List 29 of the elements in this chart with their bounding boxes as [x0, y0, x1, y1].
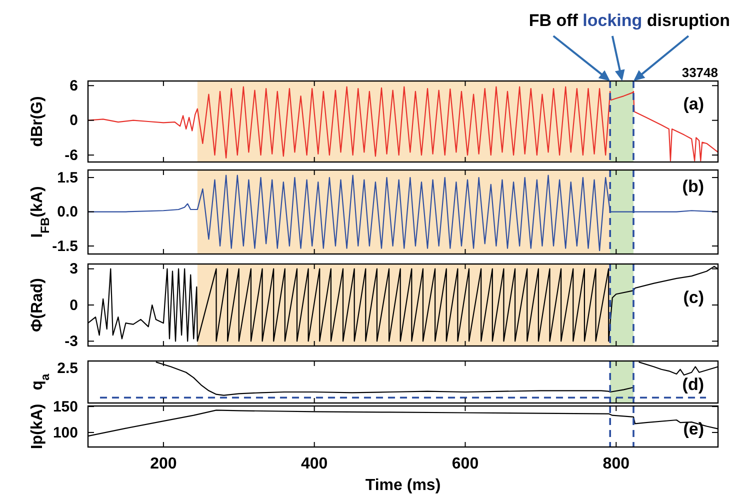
chart-subtitle: 33748: [682, 65, 718, 80]
y-tick-label: 6: [70, 77, 78, 94]
y-tick-label: 100: [52, 424, 78, 442]
y-tick-label: 0.0: [57, 204, 78, 221]
annotation: (e): [683, 420, 704, 438]
y-axis-title: dBr(G): [29, 96, 46, 147]
annotation: (a): [683, 94, 704, 114]
x-tick-label: 400: [300, 455, 328, 472]
x-tick-label: 800: [602, 455, 630, 472]
annotation: (d): [682, 375, 704, 394]
y-tick-label: 150: [52, 398, 78, 416]
annotation: locking: [578, 11, 642, 30]
y-tick-label: 3: [70, 260, 78, 278]
annotation: (b): [682, 177, 704, 196]
text: 2.5: [57, 360, 78, 377]
y-tick-label: 0: [70, 112, 78, 130]
y-axis-title: Φ(Rad): [29, 278, 46, 332]
annotation: (c): [683, 288, 704, 307]
annotation: disruption: [642, 11, 730, 30]
y-tick-label: 0: [70, 296, 78, 314]
annotation: FB off: [528, 11, 578, 30]
y-tick-label: -6: [64, 146, 78, 164]
x-axis-title: Time (ms): [365, 477, 441, 494]
x-tick-label: 600: [452, 455, 479, 472]
y-tick-label: -3: [64, 332, 78, 350]
y-axis-title: Ip(kA): [29, 404, 46, 450]
y-tick-label: 1.5: [57, 169, 78, 186]
y-tick-label: -1.5: [52, 238, 78, 255]
x-tick-label: 200: [150, 455, 177, 472]
